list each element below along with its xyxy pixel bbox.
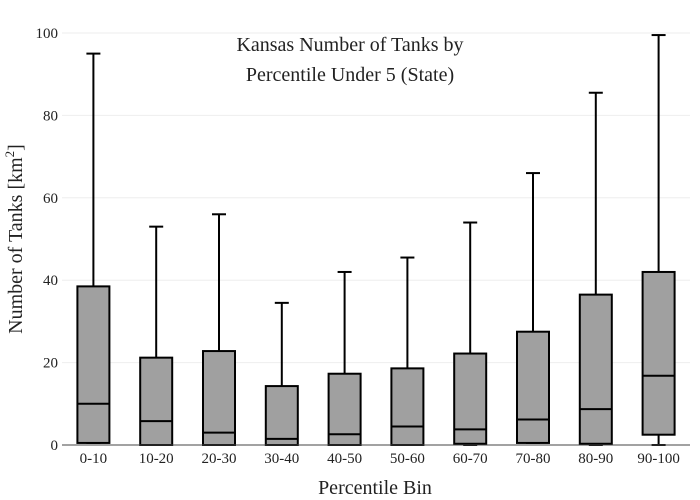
y-tick-label: 100 [36, 26, 59, 42]
box-90-100 [641, 34, 676, 446]
x-tick-label: 50-60 [390, 451, 425, 467]
x-tick-label: 10-20 [139, 451, 174, 467]
y-tick-label: 60 [43, 191, 58, 207]
x-tick-label: 80-90 [578, 451, 613, 467]
box-iqr [641, 270, 676, 436]
box-iqr [390, 367, 425, 447]
x-tick-label: 20-30 [202, 451, 237, 467]
x-tick-label: 40-50 [327, 451, 362, 467]
y-tick-label: 20 [43, 356, 58, 372]
box-iqr [327, 372, 362, 446]
x-tick-label: 0-10 [80, 451, 108, 467]
y-tick-label: 80 [43, 108, 58, 124]
box-iqr [76, 285, 111, 444]
box-80-90 [578, 91, 613, 446]
x-tick-label: 30-40 [264, 451, 299, 467]
box-30-40 [264, 301, 299, 447]
box-layer [76, 34, 676, 447]
chart-title-line-2: Percentile Under 5 (State) [246, 64, 454, 86]
x-tick-label: 70-80 [516, 451, 551, 467]
box-10-20 [139, 225, 174, 447]
box-60-70 [453, 221, 488, 446]
box-iqr [202, 350, 236, 446]
y-tick-label: 0 [51, 438, 59, 454]
y-tick-labels: 0 20 40 60 80 100 [36, 26, 59, 454]
chart-title-line-1: Kansas Number of Tanks by [236, 34, 463, 56]
box-50-60 [390, 256, 425, 447]
x-tick-label: 60-70 [453, 451, 488, 467]
x-tick-label: 90-100 [637, 451, 680, 467]
box-iqr [264, 385, 299, 447]
y-axis-title-main: Number of Tanks [km [5, 157, 27, 334]
x-tick-labels: 0-10 10-20 20-30 30-40 40-50 50-60 60-70 70-80 8… [80, 451, 680, 467]
box-40-50 [327, 270, 362, 446]
y-tick-label: 40 [43, 273, 58, 289]
box-iqr [578, 293, 613, 445]
y-axis-title-superscript: 2 [2, 151, 17, 158]
x-axis-title: Percentile Bin [318, 477, 432, 499]
box-70-80 [516, 172, 550, 444]
box-iqr [139, 356, 174, 447]
box-iqr [516, 330, 550, 444]
box-0-10 [76, 52, 111, 444]
y-axis-title: Number of Tanks [km2] [2, 144, 27, 334]
box-20-30 [202, 213, 236, 446]
y-axis-title-suffix: ] [5, 144, 27, 151]
